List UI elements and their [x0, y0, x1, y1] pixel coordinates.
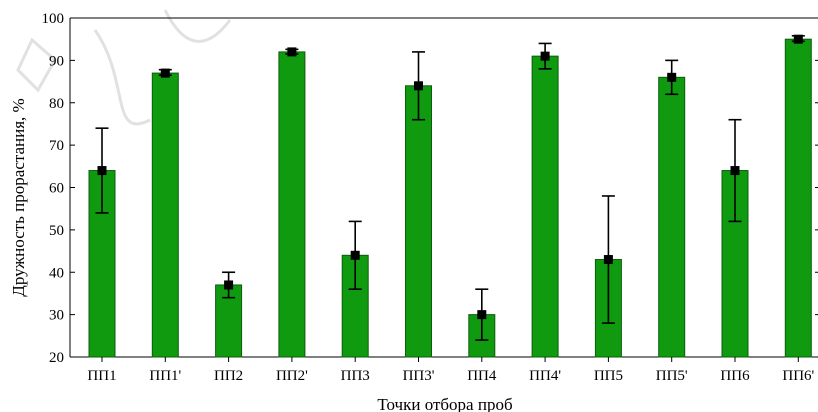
y-tick-label: 100 — [42, 11, 65, 27]
x-axis: ПП1 ПП1' ПП2 ПП2' ПП3 ПП3' ПП4 ПП4' ПП5 ПП5' ПП6 ПП… — [87, 357, 815, 384]
mean-points — [97, 34, 803, 320]
x-axis-title: Точки отбора проб — [377, 395, 512, 412]
plot-area — [69, 17, 818, 358]
y-tick-label: 20 — [49, 350, 64, 366]
mean-point — [97, 166, 107, 176]
y-tick-label: 40 — [49, 265, 64, 281]
y-tick-label: 60 — [49, 181, 64, 197]
error-bars — [95, 34, 805, 341]
x-tick-label: ПП2' — [276, 368, 308, 384]
bar — [278, 51, 306, 358]
bar — [151, 72, 179, 358]
mean-point — [477, 310, 487, 320]
y-tick-label: 80 — [49, 96, 64, 112]
bar — [531, 55, 559, 358]
y-axis: 20 30 40 50 60 70 80 90 100 — [42, 11, 818, 366]
bars — [88, 38, 812, 358]
mean-point — [287, 47, 297, 57]
bar — [658, 76, 686, 358]
mean-point — [414, 81, 423, 91]
x-tick-label: ПП5 — [594, 368, 623, 384]
y-tick-label: 90 — [49, 53, 64, 69]
mean-point — [793, 34, 803, 44]
mean-point — [667, 72, 677, 82]
mean-point — [540, 51, 550, 61]
bar — [405, 85, 432, 358]
mean-point — [603, 255, 613, 265]
x-tick-label: ПП2 — [214, 368, 243, 384]
watermark — [16, 9, 232, 126]
bar — [784, 38, 812, 358]
mean-point — [160, 68, 170, 78]
y-tick-label: 30 — [49, 308, 64, 324]
x-tick-label: ПП5' — [656, 368, 688, 384]
mean-point — [350, 250, 360, 260]
x-tick-label: ПП3' — [403, 368, 435, 384]
x-tick-label: ПП6' — [782, 368, 814, 384]
mean-point — [730, 166, 740, 176]
y-tick-label: 70 — [49, 138, 64, 154]
x-tick-label: ПП3 — [341, 368, 370, 384]
x-tick-label: ПП1 — [87, 368, 116, 384]
y-tick-label: 50 — [49, 223, 64, 239]
x-tick-label: ПП1' — [149, 368, 181, 384]
mean-point — [224, 280, 234, 290]
x-tick-label: ПП6 — [720, 368, 750, 384]
x-tick-label: ПП4 — [467, 368, 497, 384]
y-axis-title: Дружность прорастания, % — [9, 98, 28, 296]
x-tick-label: ПП4' — [529, 368, 561, 384]
